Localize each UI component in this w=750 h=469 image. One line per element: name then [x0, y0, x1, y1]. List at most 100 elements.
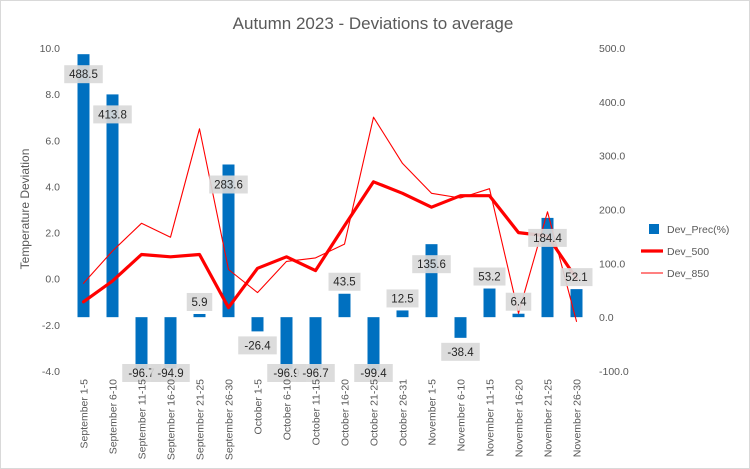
data-label-bg — [238, 336, 277, 355]
series-line — [81, 180, 579, 310]
data-label-bg — [473, 267, 506, 286]
x-tick-label: September 26-30 — [224, 379, 236, 460]
y2-tick-label: 100.0 — [599, 258, 625, 270]
data-label: 413.8 — [98, 109, 127, 121]
y2-tick-label: 300.0 — [599, 151, 625, 163]
bar — [280, 317, 293, 370]
x-tick-label: November 26-30 — [572, 379, 584, 457]
y2-tick-label: 500.0 — [599, 43, 625, 55]
data-label: 184.4 — [533, 233, 562, 245]
y2-tick-label: 400.0 — [599, 97, 625, 109]
data-label-bg — [186, 292, 213, 311]
legend-label: Dev_850 — [667, 268, 709, 280]
legend-swatch — [649, 224, 659, 234]
y-tick-label: 6.0 — [45, 135, 60, 147]
bar — [512, 313, 525, 318]
data-label: 12.5 — [391, 293, 413, 305]
bar — [570, 289, 583, 318]
data-label: 135.6 — [417, 259, 446, 271]
x-tick-label: September 16-20 — [166, 379, 178, 460]
data-label-bg — [354, 364, 393, 382]
data-label: -96.9 — [273, 368, 299, 380]
data-label-bg — [64, 65, 103, 84]
data-label: 5.9 — [192, 297, 208, 309]
data-label: 43.5 — [333, 277, 355, 289]
y2-axis-ticks: -100.0 0.0 100.0 200.0 300.0 400.0 500.0 — [599, 43, 629, 378]
data-labels-layer: 488.5 413.8 -96.7 -94.9 5.9 283.6 -26.4 -96.9 -9… — [64, 65, 593, 382]
x-tick-label: September 11-15 — [137, 379, 149, 460]
x-tick-label: November 6-10 — [456, 379, 468, 452]
x-tick-label: October 11-15 — [311, 379, 323, 446]
data-label: 52.1 — [565, 272, 587, 284]
y-tick-label: 2.0 — [45, 228, 60, 240]
data-label-bg — [560, 268, 593, 287]
bar — [135, 317, 148, 370]
bar — [164, 317, 177, 369]
bar — [454, 317, 467, 338]
data-label-bg — [441, 342, 480, 361]
data-label: 53.2 — [478, 272, 500, 284]
legend-label: Dev_Prec(%) — [667, 224, 729, 236]
x-axis-ticks: September 1-5 September 6-10 September 11-… — [79, 379, 584, 460]
bar — [396, 310, 409, 318]
x-tick-label: October 1-5 — [253, 379, 265, 435]
data-label: 6.4 — [511, 297, 528, 309]
x-tick-label: September 1-5 — [79, 379, 91, 449]
x-tick-label: October 21-25 — [369, 379, 381, 446]
data-label: -94.9 — [157, 368, 183, 380]
bar — [222, 164, 235, 318]
bar — [367, 317, 380, 371]
data-label-bg — [122, 364, 161, 382]
x-tick-label: October 26-31 — [398, 379, 410, 446]
data-label-bg — [296, 364, 335, 382]
data-label-bg — [412, 255, 451, 274]
x-tick-label: November 21-25 — [543, 379, 555, 457]
lines-layer — [81, 116, 579, 322]
x-tick-label: September 6-10 — [108, 379, 120, 454]
x-tick-label: September 21-25 — [195, 379, 207, 460]
y-tick-label: 4.0 — [45, 181, 60, 193]
y-tick-label: -2.0 — [42, 320, 60, 332]
y-tick-label: 10.0 — [40, 43, 61, 55]
data-label-bg — [267, 364, 306, 382]
x-tick-label: November 1-5 — [427, 379, 439, 446]
y-tick-label: 8.0 — [45, 89, 60, 101]
data-label: 283.6 — [214, 179, 243, 191]
data-label-bg — [151, 364, 190, 382]
data-label-bg — [528, 228, 567, 247]
data-label-bg — [328, 272, 361, 291]
data-label-bg — [505, 292, 532, 311]
bars-layer — [77, 54, 583, 371]
y-axis-title: Temperature Deviation — [18, 149, 32, 270]
bar — [193, 313, 206, 318]
data-label-bg — [93, 105, 132, 124]
bar — [483, 288, 496, 318]
y2-tick-label: 200.0 — [599, 205, 625, 217]
data-label: -96.7 — [128, 368, 154, 380]
data-label: -26.4 — [244, 340, 271, 352]
bar — [251, 317, 264, 332]
bar — [309, 317, 322, 370]
x-tick-label: November 16-20 — [514, 379, 526, 457]
data-label-bg — [209, 175, 248, 194]
x-tick-label: November 11-15 — [485, 379, 497, 457]
bar — [106, 94, 119, 318]
y2-tick-label: 0.0 — [599, 312, 614, 324]
data-label: 488.5 — [69, 69, 98, 81]
series-line — [82, 116, 578, 322]
x-tick-label: October 16-20 — [340, 379, 352, 446]
bar — [338, 293, 351, 318]
data-label: -38.4 — [447, 347, 474, 359]
legend-label: Dev_500 — [667, 246, 709, 258]
y-tick-label: -4.0 — [42, 366, 60, 378]
y-axis-ticks: -4.0 -2.0 0.0 2.0 4.0 6.0 8.0 10.0 — [40, 43, 61, 378]
data-label-bg — [386, 289, 419, 308]
legend: Dev_Prec(%) Dev_500 Dev_850 — [641, 224, 729, 280]
y2-tick-label: -100.0 — [599, 366, 629, 378]
data-label: -99.4 — [360, 368, 387, 380]
bar — [77, 54, 90, 318]
y-tick-label: 0.0 — [45, 274, 60, 286]
bar — [425, 244, 438, 318]
